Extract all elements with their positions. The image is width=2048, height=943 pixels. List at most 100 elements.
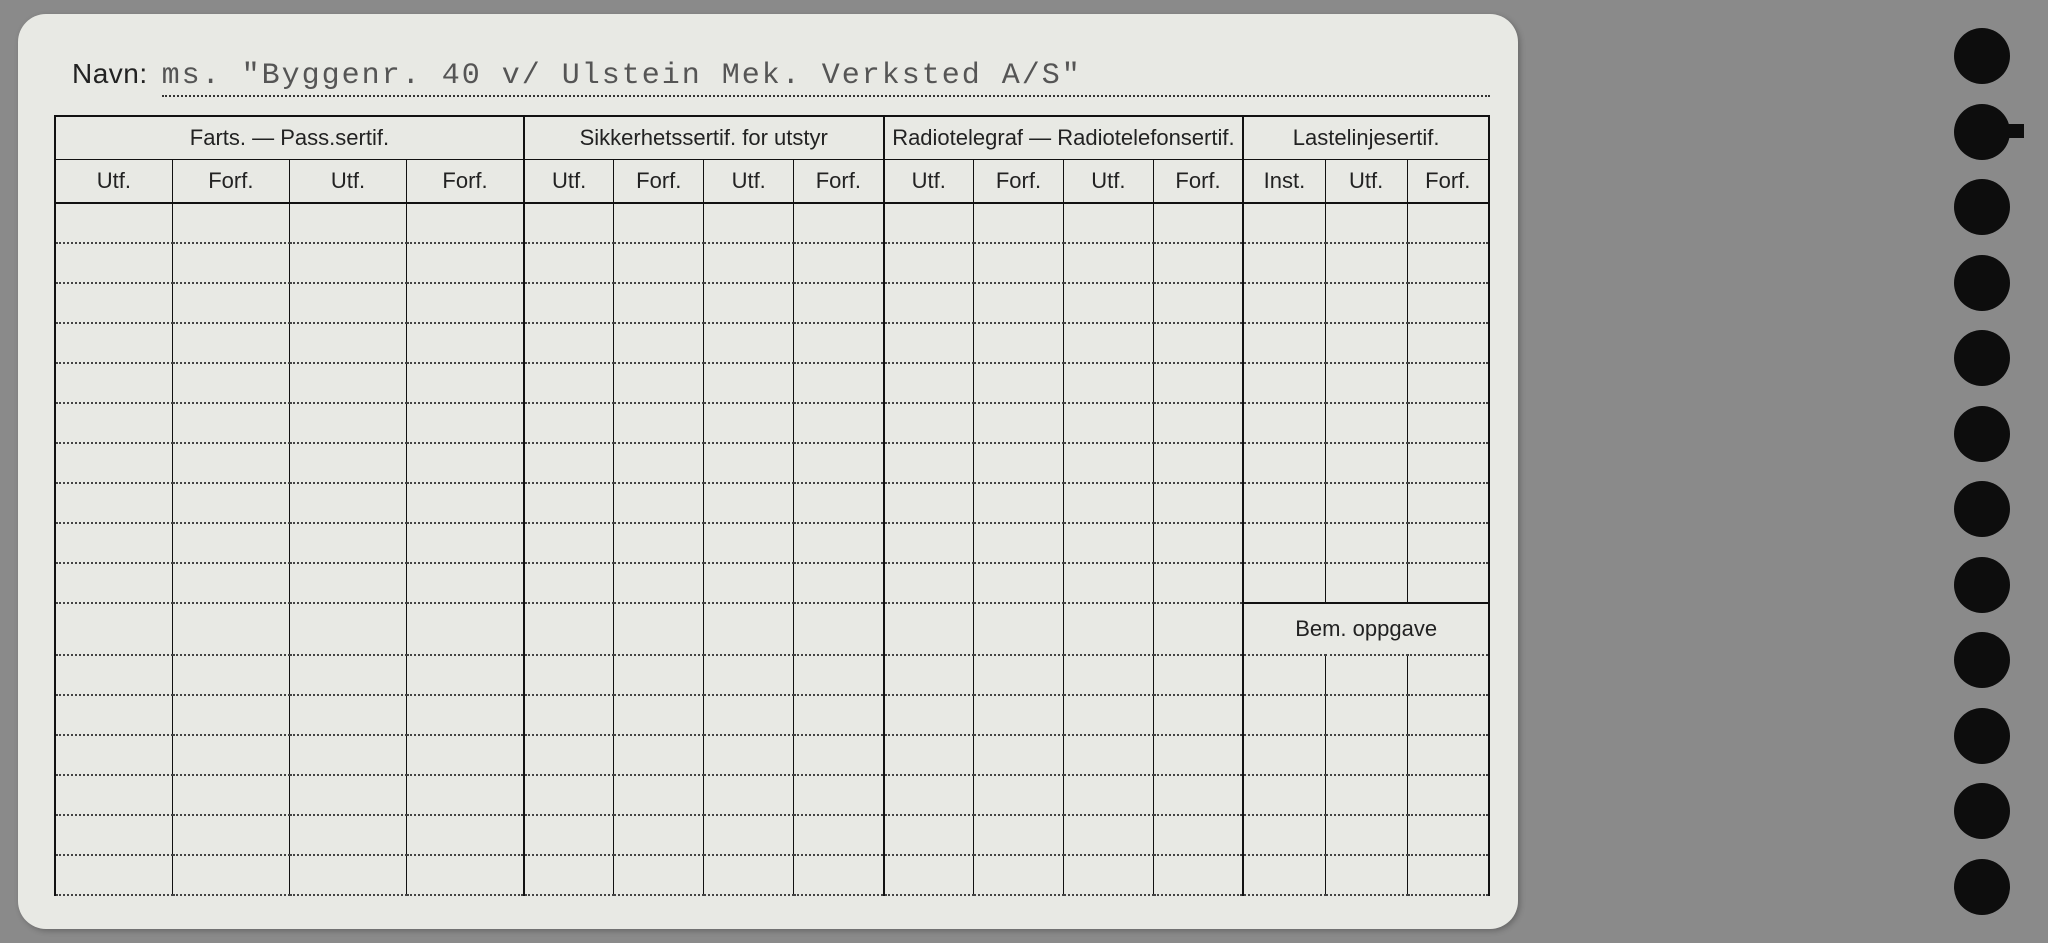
cell — [794, 855, 884, 895]
cell — [973, 603, 1063, 655]
cell — [884, 735, 974, 775]
cell — [614, 203, 704, 243]
cell — [407, 523, 524, 563]
cell — [973, 203, 1063, 243]
cell — [884, 523, 974, 563]
cell — [973, 283, 1063, 323]
cell — [794, 363, 884, 403]
cell — [55, 775, 172, 815]
cell — [172, 855, 289, 895]
cell — [172, 443, 289, 483]
cell — [55, 523, 172, 563]
cell — [1063, 695, 1153, 735]
cell — [55, 323, 172, 363]
cell — [973, 403, 1063, 443]
table-body: Bem. oppgave — [55, 203, 1489, 895]
cell — [1153, 775, 1243, 815]
cell — [172, 403, 289, 443]
cell — [524, 403, 614, 443]
cell — [172, 695, 289, 735]
cell — [614, 815, 704, 855]
cell — [1407, 735, 1489, 775]
group-last: Lastelinjesertif. — [1243, 116, 1489, 160]
cell — [794, 323, 884, 363]
cell — [1243, 203, 1325, 243]
cell — [289, 735, 406, 775]
cell — [172, 655, 289, 695]
punch-hole — [1954, 104, 2010, 160]
table-row — [55, 283, 1489, 323]
table-row — [55, 775, 1489, 815]
cell — [614, 735, 704, 775]
cell — [289, 443, 406, 483]
cell — [1407, 655, 1489, 695]
cell — [973, 815, 1063, 855]
cell — [289, 203, 406, 243]
cell — [172, 203, 289, 243]
col: Forf. — [973, 160, 1063, 204]
cell — [1325, 563, 1407, 603]
cell — [614, 603, 704, 655]
cell — [884, 775, 974, 815]
cell — [614, 855, 704, 895]
cell — [172, 283, 289, 323]
name-label: Navn: — [72, 58, 148, 90]
table-row — [55, 855, 1489, 895]
cell — [1063, 603, 1153, 655]
cell — [1407, 815, 1489, 855]
cell — [172, 243, 289, 283]
group-header-row: Farts. — Pass.sertif. Sikkerhetssertif. … — [55, 116, 1489, 160]
cell — [1407, 563, 1489, 603]
cell — [289, 523, 406, 563]
group-sikker: Sikkerhetssertif. for utstyr — [524, 116, 884, 160]
cell — [794, 655, 884, 695]
cell — [524, 523, 614, 563]
cell — [1243, 735, 1325, 775]
cell — [704, 855, 794, 895]
cell — [407, 443, 524, 483]
cell — [1325, 523, 1407, 563]
cell — [1325, 403, 1407, 443]
cell — [884, 695, 974, 735]
cell — [704, 695, 794, 735]
cell — [1325, 735, 1407, 775]
col: Utf. — [1325, 160, 1407, 204]
cell — [1153, 443, 1243, 483]
cell — [973, 323, 1063, 363]
cell — [55, 855, 172, 895]
col: Utf. — [524, 160, 614, 204]
cell — [884, 815, 974, 855]
cell — [289, 483, 406, 523]
cell — [524, 323, 614, 363]
bem-oppgave-label: Bem. oppgave — [1243, 603, 1489, 655]
cell — [1063, 323, 1153, 363]
cell — [1407, 283, 1489, 323]
cell — [973, 243, 1063, 283]
col: Forf. — [1407, 160, 1489, 204]
cell — [55, 815, 172, 855]
cell — [704, 483, 794, 523]
cell — [524, 563, 614, 603]
cell — [1153, 403, 1243, 443]
cell — [884, 203, 974, 243]
cell — [1325, 775, 1407, 815]
cell — [1407, 855, 1489, 895]
cell — [973, 775, 1063, 815]
cell — [884, 323, 974, 363]
cell — [172, 323, 289, 363]
table-row — [55, 563, 1489, 603]
cell — [1407, 695, 1489, 735]
cell — [1063, 655, 1153, 695]
cell — [973, 855, 1063, 895]
cell — [973, 443, 1063, 483]
cell — [55, 203, 172, 243]
cell — [704, 563, 794, 603]
cell — [55, 735, 172, 775]
cell — [1325, 443, 1407, 483]
col: Utf. — [704, 160, 794, 204]
cell — [289, 403, 406, 443]
cell — [1407, 243, 1489, 283]
cell — [704, 443, 794, 483]
cell — [704, 603, 794, 655]
cell — [1243, 403, 1325, 443]
